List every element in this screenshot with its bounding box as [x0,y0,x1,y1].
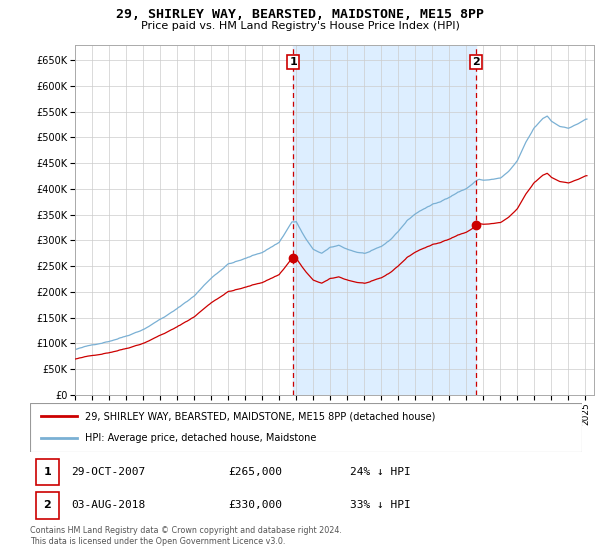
Text: 2: 2 [43,501,51,510]
Text: £330,000: £330,000 [229,501,283,510]
Text: 1: 1 [43,467,51,477]
Bar [293,45,476,395]
Bar [35,459,59,485]
Text: £265,000: £265,000 [229,467,283,477]
Text: 24% ↓ HPI: 24% ↓ HPI [350,467,411,477]
Text: HPI: Average price, detached house, Maidstone: HPI: Average price, detached house, Maid… [85,433,317,443]
Text: 33% ↓ HPI: 33% ↓ HPI [350,501,411,510]
Text: 29, SHIRLEY WAY, BEARSTED, MAIDSTONE, ME15 8PP: 29, SHIRLEY WAY, BEARSTED, MAIDSTONE, ME… [116,8,484,21]
Text: 29-OCT-2007: 29-OCT-2007 [71,467,146,477]
Text: 03-AUG-2018: 03-AUG-2018 [71,501,146,510]
Text: 1: 1 [289,57,297,67]
Bar [35,492,59,519]
Text: 29, SHIRLEY WAY, BEARSTED, MAIDSTONE, ME15 8PP (detached house): 29, SHIRLEY WAY, BEARSTED, MAIDSTONE, ME… [85,412,436,422]
Text: Price paid vs. HM Land Registry's House Price Index (HPI): Price paid vs. HM Land Registry's House … [140,21,460,31]
Text: 2: 2 [472,57,480,67]
Text: Contains HM Land Registry data © Crown copyright and database right 2024.
This d: Contains HM Land Registry data © Crown c… [30,526,342,546]
